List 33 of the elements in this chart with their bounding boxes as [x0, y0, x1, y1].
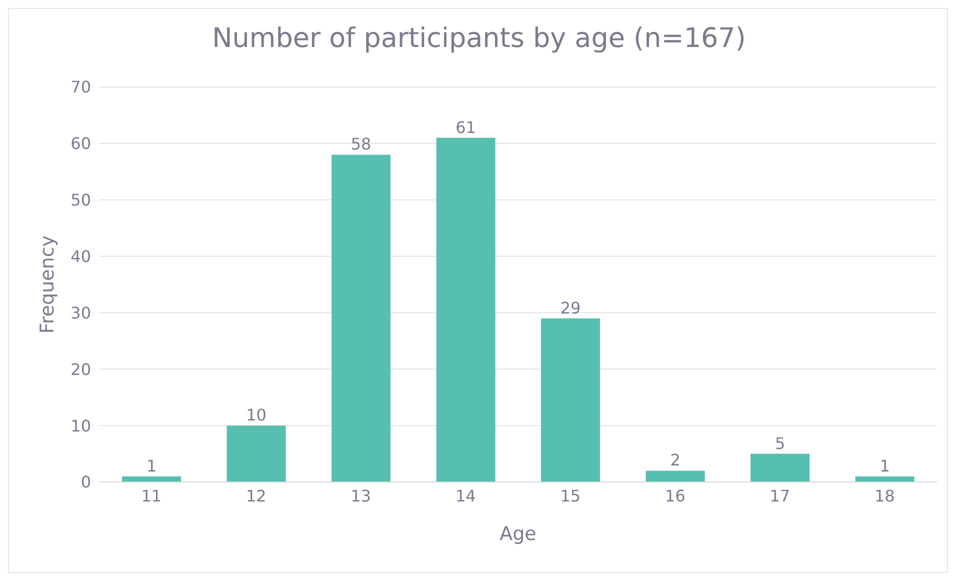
- y-tick-label: 40: [70, 246, 91, 266]
- x-tick-label: 18: [874, 486, 895, 506]
- y-axis-title: Frequency: [36, 235, 59, 334]
- chart-title: Number of participants by age (n=167): [211, 23, 747, 54]
- data-label: 5: [774, 434, 786, 453]
- y-tick-label: 70: [70, 78, 91, 97]
- bar: [541, 318, 600, 482]
- x-tick-label: 16: [664, 486, 686, 506]
- y-tick-label: 20: [70, 360, 91, 379]
- bar: [226, 426, 286, 482]
- y-tick-label: 50: [70, 190, 91, 210]
- bar: [646, 470, 705, 482]
- data-label: 1: [880, 456, 890, 476]
- data-label: 2: [670, 450, 680, 470]
- data-label: 1: [146, 456, 157, 476]
- x-tick-label: 14: [455, 486, 476, 506]
- data-label: 58: [350, 134, 372, 154]
- y-tick-label: 60: [70, 134, 91, 154]
- y-tick-label: 30: [70, 303, 91, 322]
- x-tick-label: 15: [560, 486, 581, 506]
- bar: [750, 454, 810, 482]
- y-tick-label: 0: [80, 472, 91, 492]
- bar: [436, 138, 496, 482]
- x-axis-title: Age: [500, 523, 536, 545]
- data-label: 10: [246, 406, 266, 425]
- data-label: 29: [560, 298, 581, 318]
- data-label: 61: [456, 118, 476, 137]
- bar: [332, 154, 391, 482]
- y-tick-label: 10: [70, 416, 91, 436]
- x-tick-label: 11: [141, 486, 162, 506]
- x-tick-label: 17: [770, 486, 790, 506]
- x-tick-label: 12: [246, 486, 266, 506]
- x-tick-label: 13: [350, 486, 372, 506]
